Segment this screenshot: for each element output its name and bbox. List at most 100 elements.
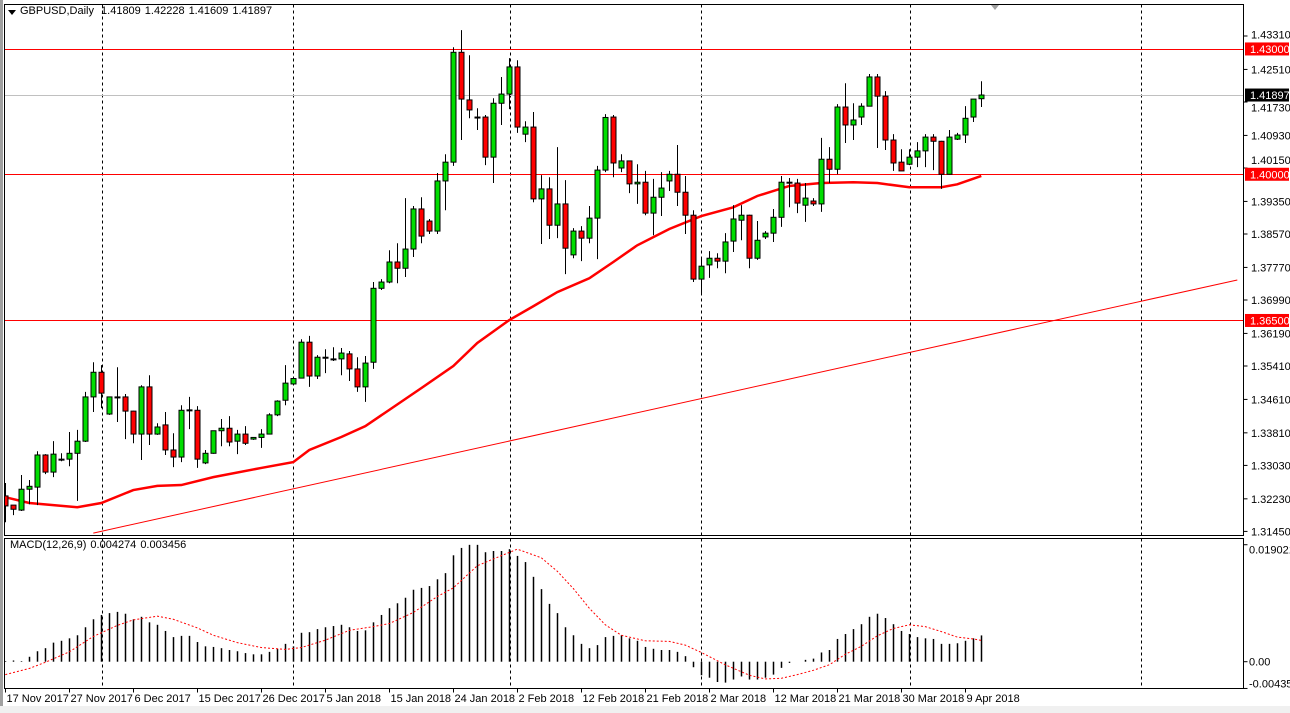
candle-body (778, 181, 785, 218)
candle-body (4, 495, 9, 507)
candle (426, 218, 433, 235)
candle (866, 74, 873, 107)
candle (490, 98, 497, 184)
candle-body (714, 257, 721, 262)
macd-label: MACD(12,26,9) 0.004274 0.003456 (10, 539, 190, 551)
close-value: 1.41897 (232, 5, 273, 17)
symbol-timeframe: GBPUSD,Daily (20, 5, 94, 17)
candle-body (930, 136, 937, 142)
candle (802, 183, 809, 222)
price-axis-label: 1.40150 (1251, 155, 1290, 167)
candle (170, 433, 177, 468)
candle (266, 413, 273, 435)
date-axis-label: 21 Feb 2018 (647, 693, 709, 705)
candle-body (554, 203, 561, 226)
candle (890, 134, 897, 171)
level-price-tag: 1.43000 (1250, 44, 1290, 56)
date-axis-label: 15 Dec 2017 (199, 693, 261, 705)
candle-body (562, 203, 569, 249)
candle-body (370, 287, 377, 363)
candle (282, 365, 289, 406)
candle-body (138, 386, 145, 435)
candle-body (322, 356, 329, 359)
candle (18, 475, 25, 511)
candle (906, 149, 913, 166)
candle-body (250, 436, 257, 440)
level-price-tag-bg (1245, 167, 1289, 181)
candle-body (314, 356, 321, 377)
candle (770, 208, 777, 242)
candle (178, 405, 185, 463)
candle (274, 400, 281, 417)
candle-body (946, 136, 953, 175)
candle-body (170, 449, 177, 458)
candle (74, 429, 81, 501)
candle-body (802, 197, 809, 206)
price-axis-label: 1.36190 (1251, 328, 1290, 340)
candle (458, 30, 465, 141)
candle (834, 104, 841, 175)
candle-body (122, 396, 129, 412)
candle-body (146, 386, 153, 435)
level-price-tag: 1.36500 (1250, 315, 1290, 327)
candle (690, 210, 697, 283)
candle (562, 180, 569, 275)
candle-body (130, 410, 137, 435)
candle (298, 339, 305, 379)
candle (914, 142, 921, 168)
candle (42, 454, 49, 475)
candle-body (690, 214, 697, 280)
level-price-tag-bg (1245, 313, 1289, 327)
price-axis-label: 1.39350 (1251, 196, 1290, 208)
candle-body (754, 239, 761, 259)
candle-body (202, 452, 209, 464)
candle-body (18, 488, 25, 511)
candle (82, 391, 89, 443)
candle-body (362, 362, 369, 388)
price-axis-label: 1.31450 (1251, 526, 1290, 538)
date-axis-label: 12 Mar 2018 (775, 693, 837, 705)
open-value: 1.41809 (101, 5, 141, 17)
candle (610, 114, 617, 178)
candle-body (178, 409, 185, 458)
candle (930, 134, 937, 171)
candle-body (58, 458, 65, 461)
candle-body (514, 66, 521, 128)
candle-body (490, 102, 497, 158)
candle (394, 243, 401, 284)
candle (514, 60, 521, 133)
candle (482, 114, 489, 166)
candle-body (242, 433, 249, 444)
candle-body (442, 161, 449, 182)
macd-panel-frame (4, 538, 1244, 689)
candle-body (42, 454, 49, 473)
candle (842, 83, 849, 143)
candle-body (650, 196, 657, 214)
candle-body (882, 95, 889, 141)
candle-body (10, 504, 17, 510)
candle (10, 504, 17, 516)
candle (194, 406, 201, 468)
candle (314, 355, 321, 379)
candle-body (98, 371, 105, 394)
candle (618, 154, 625, 173)
symbol-menu-triangle-icon[interactable] (8, 10, 16, 15)
candle (346, 350, 353, 382)
candle-body (434, 180, 441, 232)
date-axis-label: 24 Jan 2018 (455, 693, 516, 705)
candle-body (290, 378, 297, 385)
candle (786, 178, 793, 208)
candle (122, 393, 129, 440)
candle-body (210, 430, 217, 454)
candle-body (162, 424, 169, 451)
candle (474, 108, 481, 130)
candle (418, 197, 425, 244)
candle (130, 410, 137, 444)
candle (714, 253, 721, 269)
candle (434, 173, 441, 235)
candle (938, 140, 945, 189)
candle-body (154, 426, 161, 435)
candle (98, 365, 105, 409)
